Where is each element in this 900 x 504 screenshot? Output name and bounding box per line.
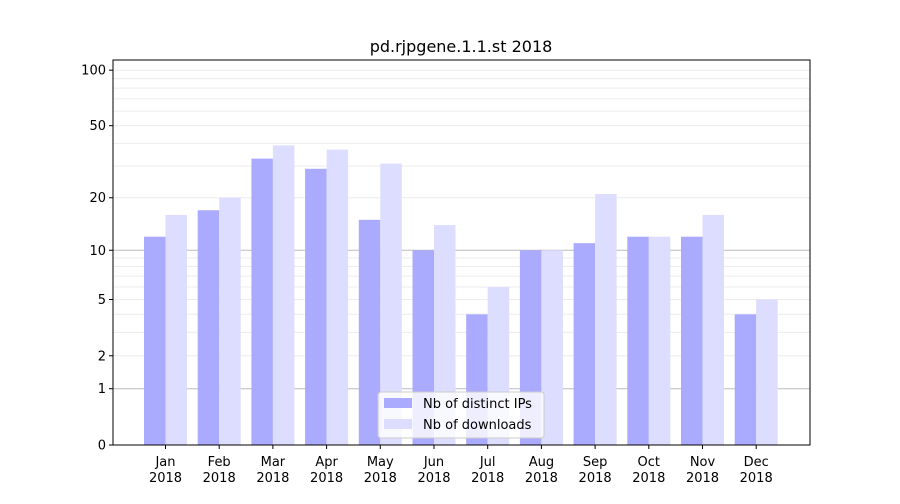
bar-downloads xyxy=(272,145,295,445)
x-tick-label: Sep 2018 xyxy=(579,455,612,486)
bar-downloads xyxy=(165,214,187,445)
y-tick-label: 0 xyxy=(98,439,106,454)
bar-downloads xyxy=(541,250,563,445)
legend-swatch xyxy=(384,419,412,429)
chart-title: pd.rjpgene.1.1.st 2018 xyxy=(370,37,553,56)
x-tick-label: Dec 2018 xyxy=(740,455,773,486)
legend-label: Nb of distinct IPs xyxy=(423,397,532,412)
y-tick-label: 20 xyxy=(89,191,106,206)
bar-distinct-ips xyxy=(734,314,757,445)
bar-distinct-ips xyxy=(251,158,273,445)
legend: Nb of distinct IPs Nb of downloads xyxy=(377,391,545,439)
bar-downloads xyxy=(380,163,402,445)
y-tick-label: 10 xyxy=(89,244,106,259)
x-tick-label: Oct 2018 xyxy=(632,455,665,486)
bar-downloads xyxy=(326,149,349,445)
legend-label: Nb of downloads xyxy=(423,418,532,433)
y-tick-label: 2 xyxy=(98,349,106,364)
x-tick-label: Aug 2018 xyxy=(525,455,558,486)
x-tick-label: Nov 2018 xyxy=(686,455,719,486)
bar-distinct-ips xyxy=(681,236,703,445)
bar-downloads xyxy=(756,299,778,445)
x-tick-label: Jun 2018 xyxy=(417,455,450,486)
bar-distinct-ips xyxy=(197,210,220,445)
x-tick-label: Mar 2018 xyxy=(256,455,289,486)
x-tick-label: Apr 2018 xyxy=(310,455,343,486)
bar-distinct-ips xyxy=(358,219,381,445)
bar-distinct-ips xyxy=(305,168,327,445)
bar-distinct-ips xyxy=(144,236,166,445)
bar-downloads xyxy=(219,197,241,445)
bar-downloads xyxy=(434,225,456,445)
y-tick-label: 1 xyxy=(98,382,106,397)
x-tick-label: Jul 2018 xyxy=(471,455,504,486)
y-tick-label: 5 xyxy=(98,293,106,308)
bar-downloads xyxy=(595,193,617,445)
x-tick-label: May 2018 xyxy=(364,455,397,486)
axes-frame xyxy=(112,59,811,446)
legend-swatch xyxy=(384,398,412,408)
legend-box xyxy=(377,391,545,439)
bar-downloads xyxy=(648,236,671,445)
bar-distinct-ips xyxy=(573,243,596,445)
y-tick-label: 100 xyxy=(81,64,106,79)
y-tick-label: 50 xyxy=(89,119,106,134)
bar-distinct-ips xyxy=(627,236,649,445)
x-tick-label: Jan 2018 xyxy=(149,455,182,486)
bar-downloads xyxy=(702,214,724,445)
x-tick-label: Feb 2018 xyxy=(203,455,236,486)
